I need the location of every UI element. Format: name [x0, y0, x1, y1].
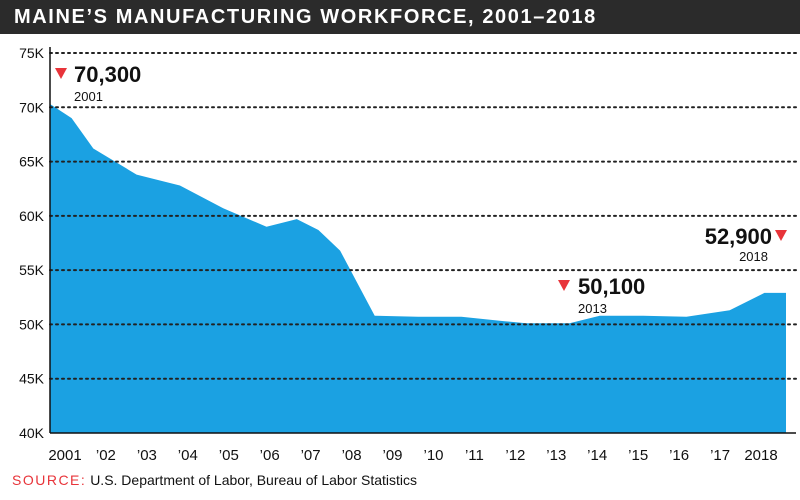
annotation-value-2018: 52,900 [705, 224, 772, 249]
x-tick-label: ’11 [465, 447, 484, 464]
annotation-value-2013: 50,100 [578, 274, 645, 299]
x-tick-label: ’12 [505, 447, 525, 464]
annotation-year-2013: 2013 [578, 301, 607, 316]
x-tick-label: ’17 [710, 447, 730, 464]
x-tick-label: ’02 [96, 447, 116, 464]
x-tick-label: ’09 [382, 447, 402, 464]
x-tick-label: ’16 [669, 447, 689, 464]
annotation-value-2001: 70,300 [74, 62, 141, 87]
title-bar: MAINE’S MANUFACTURING WORKFORCE, 2001–20… [0, 0, 800, 34]
x-tick-label: ’08 [342, 447, 362, 464]
y-tick-label: 75K [19, 45, 45, 61]
x-tick-label: ’10 [423, 447, 443, 464]
chart-title: MAINE’S MANUFACTURING WORKFORCE, 2001–20… [14, 6, 597, 28]
x-tick-label: ’07 [301, 447, 321, 464]
workforce-area [50, 104, 786, 433]
y-tick-label: 40K [19, 425, 45, 441]
x-tick-label: ’15 [628, 447, 648, 464]
source-label: SOURCE: [12, 472, 87, 488]
marker-2001 [55, 68, 67, 79]
y-tick-label: 50K [19, 316, 45, 332]
x-tick-label: 2018 [744, 447, 777, 464]
y-tick-label: 60K [19, 208, 45, 224]
x-tick-label: ’03 [137, 447, 157, 464]
x-tick-label: ’13 [546, 447, 566, 464]
marker-2018 [775, 230, 787, 241]
source-note: SOURCE: U.S. Department of Labor, Bureau… [12, 472, 417, 488]
y-tick-label: 70K [19, 99, 45, 115]
x-tick-label: ’05 [219, 447, 239, 464]
y-tick-label: 55K [19, 262, 45, 278]
marker-2013 [558, 280, 570, 291]
annotation-year-2001: 2001 [74, 89, 103, 104]
source-text: U.S. Department of Labor, Bureau of Labo… [90, 472, 418, 488]
x-tick-label: ’06 [260, 447, 280, 464]
x-tick-label: 2001 [48, 447, 81, 464]
y-tick-label: 65K [19, 154, 45, 170]
y-tick-label: 45K [19, 371, 45, 387]
x-tick-label: ’14 [587, 447, 607, 464]
annotation-year-2018: 2018 [739, 249, 768, 264]
x-tick-label: ’04 [178, 447, 198, 464]
